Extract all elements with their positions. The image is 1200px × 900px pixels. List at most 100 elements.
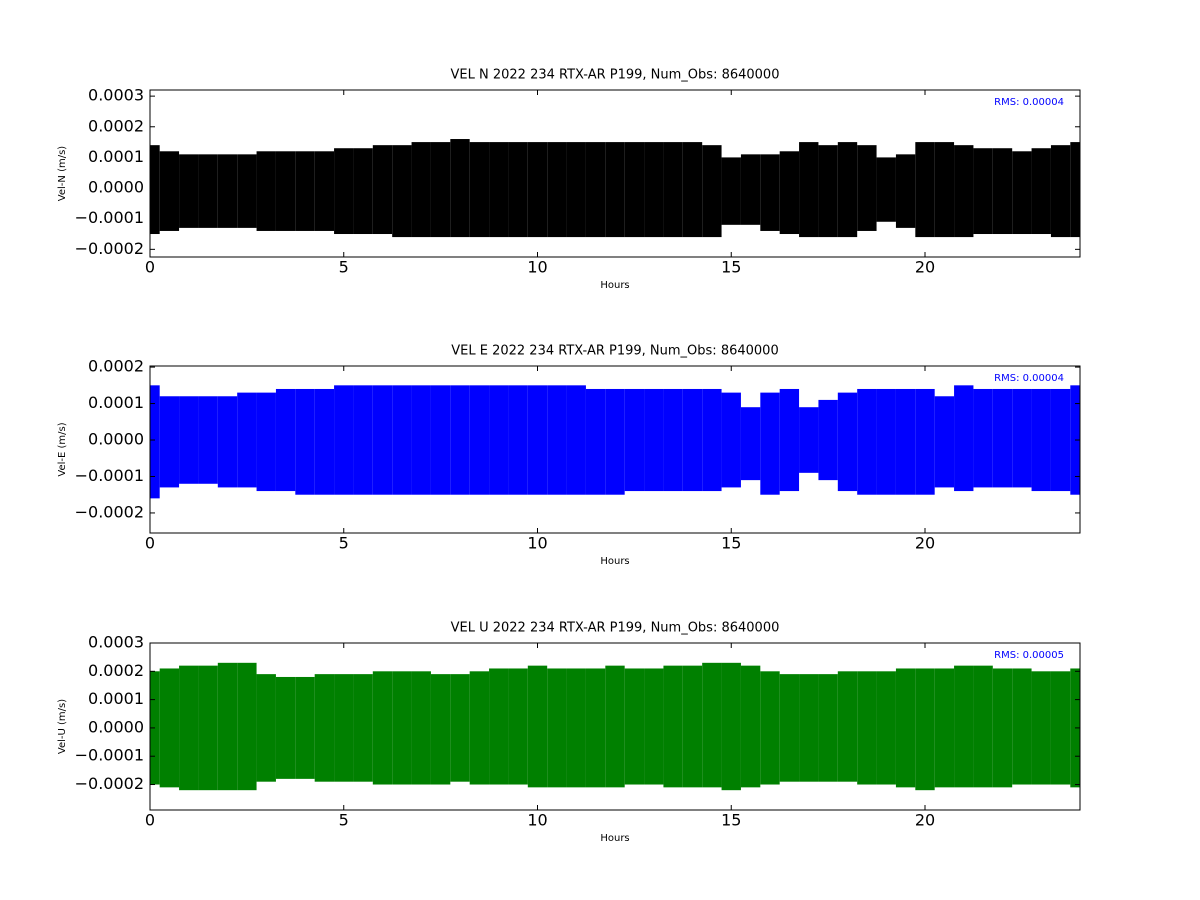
velocity-range (314, 674, 335, 782)
velocity-range (237, 662, 257, 791)
velocity-range (624, 388, 645, 492)
velocity-range (295, 151, 315, 231)
velocity-range (682, 665, 703, 788)
velocity-range (799, 142, 819, 238)
y-tick-label: 0.0003 (88, 633, 144, 652)
velocity-range (779, 674, 800, 782)
panel-title: VEL N 2022 234 RTX-AR P199, Num_Obs: 864… (451, 68, 780, 83)
velocity-range (217, 396, 238, 488)
y-axis-label: Vel-E (m/s) (57, 422, 68, 476)
y-tick-label: 0.0002 (88, 661, 144, 680)
velocity-range (314, 388, 335, 495)
velocity-range (954, 665, 974, 788)
velocity-range (353, 674, 373, 782)
velocity-range (1050, 671, 1071, 785)
velocity-range (954, 145, 974, 238)
plot-area (150, 139, 1080, 238)
velocity-range (818, 145, 838, 238)
velocity-range (857, 671, 877, 785)
velocity-range (682, 142, 703, 238)
x-axis-label: Hours (600, 280, 629, 291)
velocity-range (159, 668, 180, 788)
velocity-range (644, 668, 664, 785)
velocity-range (876, 671, 896, 785)
velocity-range (547, 385, 567, 495)
axes-frame (149, 642, 1081, 811)
velocity-range (992, 388, 1013, 488)
y-axis-label: Vel-U (m/s) (57, 699, 68, 754)
rms-annotation: RMS: 0.00004 (994, 97, 1064, 108)
velocity-range (760, 671, 780, 785)
axes-frame (149, 89, 1081, 258)
y-tick-label: 0.0000 (88, 178, 144, 197)
velocity-range (489, 385, 509, 495)
x-tick-label: 0 (145, 534, 155, 553)
velocity-range (450, 139, 470, 238)
y-tick-label: −0.0001 (75, 746, 144, 765)
velocity-range (256, 392, 276, 492)
x-tick-label: 5 (339, 258, 349, 277)
velocity-range (876, 388, 896, 495)
velocity-range (799, 674, 819, 782)
velocity-range (334, 385, 354, 495)
velocity-range (721, 392, 741, 488)
velocity-range (702, 145, 722, 238)
velocity-range (779, 388, 800, 492)
velocity-range (644, 142, 664, 238)
velocity-range (372, 385, 393, 495)
velocity-range (372, 671, 393, 785)
velocity-range (159, 396, 180, 488)
velocity-range (508, 668, 528, 785)
y-tick-label: 0.0000 (88, 430, 144, 449)
x-tick-label: 10 (527, 534, 547, 553)
velocity-range (469, 385, 490, 495)
panel: VEL U 2022 234 RTX-AR P199, Num_Obs: 864… (57, 621, 1081, 844)
velocity-range (527, 665, 548, 788)
velocity-range (895, 154, 916, 228)
panel-title: VEL U 2022 234 RTX-AR P199, Num_Obs: 864… (451, 621, 780, 636)
x-tick-label: 0 (145, 811, 155, 830)
velocity-range (198, 154, 218, 228)
velocity-range (430, 142, 451, 238)
velocity-range (392, 671, 412, 785)
velocity-range (508, 385, 528, 495)
x-tick-label: 20 (915, 258, 935, 277)
velocity-range (411, 385, 431, 495)
velocity-range (1050, 388, 1071, 492)
y-tick-label: 0.0001 (88, 393, 144, 412)
panel-title: VEL E 2022 234 RTX-AR P199, Num_Obs: 864… (451, 344, 778, 359)
velocity-range (818, 674, 838, 782)
velocity-range (585, 668, 606, 788)
velocity-range (566, 142, 586, 238)
velocity-range (1031, 148, 1051, 235)
y-tick-label: 0.0001 (88, 689, 144, 708)
velocity-range (392, 145, 412, 238)
velocity-range (469, 671, 490, 785)
velocity-range (760, 392, 780, 495)
velocity-range (295, 388, 315, 495)
velocity-range (682, 388, 703, 492)
velocity-range (1031, 388, 1051, 492)
velocity-range (1050, 145, 1071, 238)
x-tick-label: 5 (339, 811, 349, 830)
x-axis-label: Hours (600, 556, 629, 567)
velocity-range (663, 388, 683, 492)
velocity-range (547, 668, 567, 788)
velocity-range (915, 668, 935, 791)
velocity-range (159, 151, 180, 231)
velocity-range (256, 151, 276, 231)
velocity-range (876, 157, 896, 222)
velocity-range (934, 142, 955, 238)
velocity-range (1012, 668, 1032, 785)
velocity-range (721, 662, 741, 791)
velocity-range (237, 154, 257, 228)
velocity-range (934, 668, 955, 788)
velocity-range (992, 148, 1013, 235)
velocity-range (392, 385, 412, 495)
velocity-range (179, 396, 199, 484)
velocity-range (179, 665, 199, 791)
velocity-range (150, 385, 160, 499)
y-tick-label: −0.0001 (75, 208, 144, 227)
velocity-range (624, 142, 645, 238)
plot-area (150, 662, 1080, 791)
